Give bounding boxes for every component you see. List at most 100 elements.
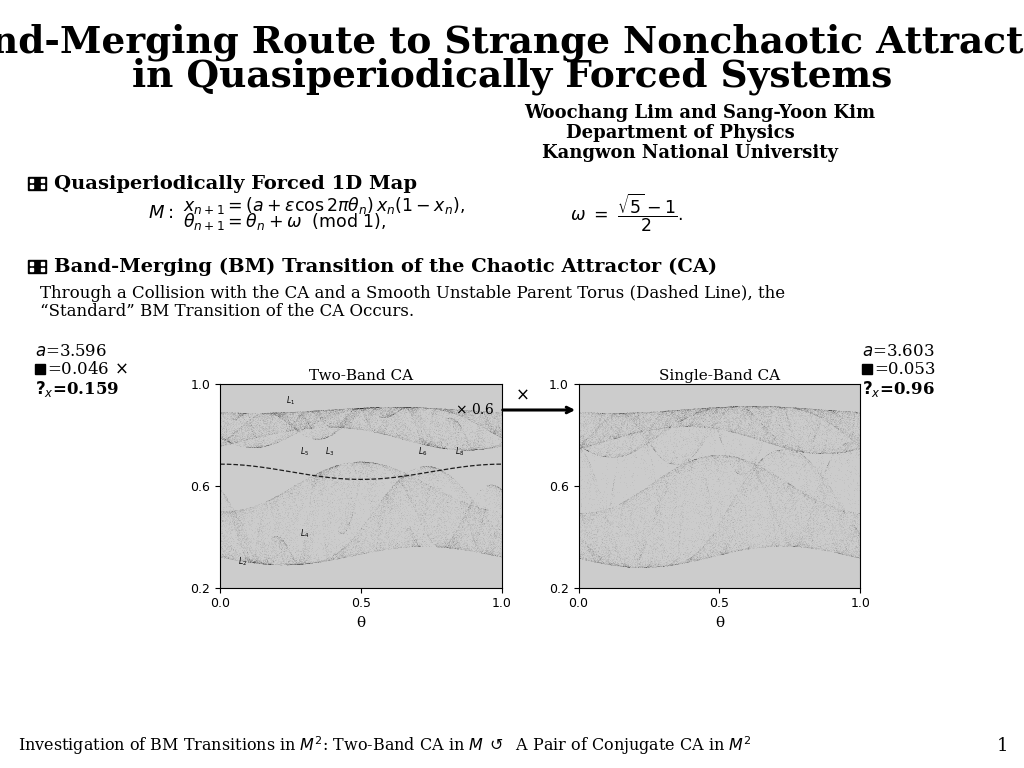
Point [775,446,792,458]
Point [770,531,786,544]
Point [340,518,356,531]
Point [716,522,732,535]
Point [848,540,864,552]
Point [222,436,239,449]
Point [402,538,419,551]
Point [743,455,760,467]
Point [781,495,798,507]
Point [695,551,712,564]
Point [800,513,816,525]
Point [479,547,496,559]
Point [673,416,689,429]
Point [755,430,771,442]
Text: =0.053: =0.053 [874,360,936,378]
Point [310,554,327,566]
Point [335,420,351,432]
Point [268,490,285,502]
Point [762,527,778,539]
Point [697,406,714,418]
Point [835,507,851,519]
Point [274,492,291,504]
Point [469,438,485,450]
Point [334,419,350,431]
Point [484,518,501,531]
Point [391,401,408,413]
Point [851,545,867,557]
Point [780,401,797,413]
Point [452,538,468,550]
Point [450,425,466,438]
Point [782,442,799,454]
Point [852,545,868,557]
Point [490,433,507,445]
Point [327,460,343,472]
Point [837,543,853,555]
Point [476,411,493,423]
Point [708,538,724,551]
Point [697,454,714,466]
Point [342,406,358,418]
Point [615,552,632,564]
Point [653,417,670,429]
Point [648,551,665,563]
Point [851,433,867,445]
Point [303,405,319,417]
Point [399,538,416,550]
Point [645,487,662,499]
Point [317,422,334,435]
Point [493,511,509,523]
Point [700,422,717,435]
Point [451,519,467,531]
Point [581,531,597,544]
Point [805,434,821,446]
Point [217,490,233,502]
Point [628,409,644,421]
Point [818,442,835,455]
Point [828,541,845,554]
Point [709,403,725,415]
Point [359,404,376,416]
Point [726,400,742,412]
Point [752,404,768,416]
Point [584,512,600,525]
Point [332,421,348,433]
Point [804,535,820,548]
Point [475,434,492,446]
Point [820,508,837,520]
Point [776,401,793,413]
Point [457,488,473,501]
Point [335,527,351,539]
Point [222,524,239,536]
Point [355,455,372,468]
Point [626,406,642,419]
Point [366,408,382,420]
Point [402,408,419,420]
Point [585,528,601,541]
Point [275,537,292,549]
Point [800,439,816,451]
Point [650,417,667,429]
Point [436,402,453,415]
Point [323,461,339,473]
Point [271,558,288,571]
Point [241,553,257,565]
Point [833,505,849,517]
Point [241,415,257,428]
Point [634,413,650,425]
Point [339,549,355,561]
Point [401,431,418,443]
Point [302,422,318,434]
Point [787,460,804,472]
Point [485,527,502,539]
Point [578,544,594,556]
Point [355,419,372,431]
Point [827,407,844,419]
Point [816,407,833,419]
Point [707,402,723,415]
Point [309,409,326,422]
Point [305,504,322,516]
Point [687,407,703,419]
Point [741,511,758,523]
Point [438,417,455,429]
Point [285,495,301,508]
